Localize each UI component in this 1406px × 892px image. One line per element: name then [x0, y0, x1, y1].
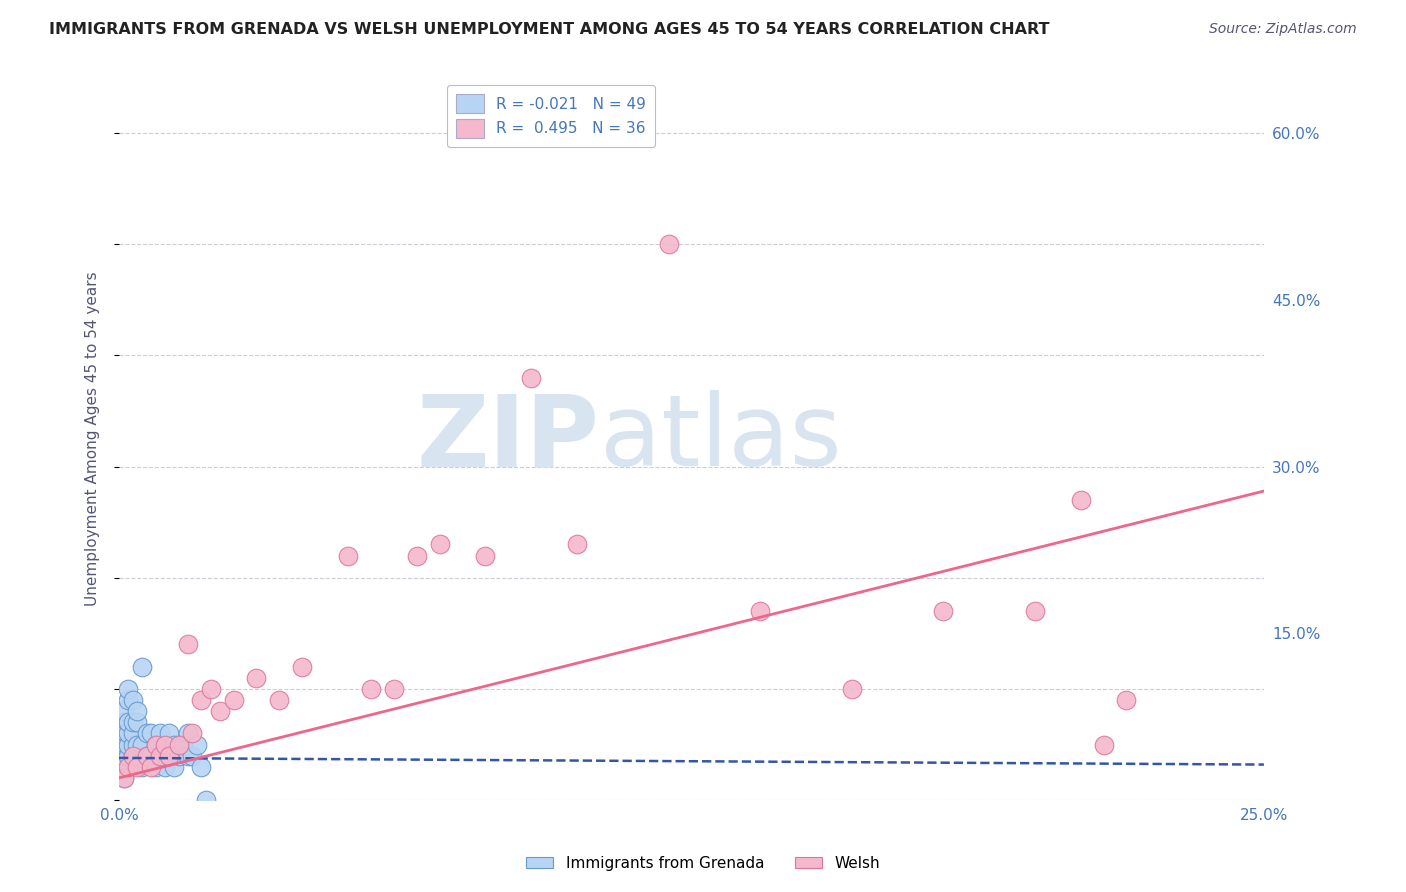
Point	[127, 704, 149, 718]
Point	[153, 738, 176, 752]
Point	[153, 760, 176, 774]
Point	[1024, 604, 1046, 618]
Point	[117, 681, 139, 696]
Legend: Immigrants from Grenada, Welsh: Immigrants from Grenada, Welsh	[520, 850, 886, 877]
Point	[337, 549, 360, 563]
Point	[208, 704, 231, 718]
Point	[195, 793, 218, 807]
Point	[382, 681, 405, 696]
Point	[135, 726, 157, 740]
Point	[167, 748, 190, 763]
Point	[153, 738, 176, 752]
Point	[135, 748, 157, 763]
Point	[245, 671, 267, 685]
Point	[172, 738, 194, 752]
Point	[200, 681, 222, 696]
Point	[127, 760, 149, 774]
Point	[112, 738, 135, 752]
Point	[112, 726, 135, 740]
Point	[139, 760, 162, 774]
Point	[112, 748, 135, 763]
Point	[127, 715, 149, 730]
Point	[360, 681, 382, 696]
Point	[157, 748, 180, 763]
Point	[121, 715, 143, 730]
Point	[115, 726, 138, 740]
Point	[139, 726, 162, 740]
Point	[145, 760, 167, 774]
Point	[405, 549, 427, 563]
Point	[117, 760, 139, 774]
Point	[932, 604, 955, 618]
Text: IMMIGRANTS FROM GRENADA VS WELSH UNEMPLOYMENT AMONG AGES 45 TO 54 YEARS CORRELAT: IMMIGRANTS FROM GRENADA VS WELSH UNEMPLO…	[49, 22, 1050, 37]
Point	[474, 549, 496, 563]
Point	[110, 760, 132, 774]
Point	[131, 738, 153, 752]
Point	[121, 738, 143, 752]
Point	[145, 738, 167, 752]
Point	[112, 771, 135, 785]
Point	[121, 748, 143, 763]
Point	[135, 748, 157, 763]
Point	[177, 748, 200, 763]
Point	[177, 638, 200, 652]
Point	[145, 738, 167, 752]
Point	[658, 237, 681, 252]
Point	[181, 748, 204, 763]
Point	[190, 760, 212, 774]
Text: atlas: atlas	[600, 391, 842, 487]
Point	[149, 726, 172, 740]
Point	[127, 748, 149, 763]
Point	[177, 726, 200, 740]
Point	[1092, 738, 1115, 752]
Point	[131, 659, 153, 673]
Text: Source: ZipAtlas.com: Source: ZipAtlas.com	[1209, 22, 1357, 37]
Point	[115, 738, 138, 752]
Point	[520, 370, 543, 384]
Y-axis label: Unemployment Among Ages 45 to 54 years: Unemployment Among Ages 45 to 54 years	[86, 271, 100, 606]
Point	[117, 715, 139, 730]
Point	[112, 704, 135, 718]
Point	[131, 760, 153, 774]
Point	[565, 537, 588, 551]
Point	[222, 693, 245, 707]
Point	[186, 738, 208, 752]
Point	[157, 748, 180, 763]
Point	[429, 537, 451, 551]
Point	[117, 738, 139, 752]
Point	[117, 726, 139, 740]
Point	[149, 748, 172, 763]
Point	[121, 726, 143, 740]
Point	[149, 748, 172, 763]
Point	[167, 738, 190, 752]
Point	[163, 738, 186, 752]
Point	[121, 693, 143, 707]
Point	[181, 726, 204, 740]
Point	[112, 771, 135, 785]
Point	[841, 681, 863, 696]
Point	[749, 604, 772, 618]
Point	[1070, 492, 1092, 507]
Text: ZIP: ZIP	[418, 391, 600, 487]
Legend: R = -0.021   N = 49, R =  0.495   N = 36: R = -0.021 N = 49, R = 0.495 N = 36	[447, 85, 655, 147]
Point	[1115, 693, 1137, 707]
Point	[117, 693, 139, 707]
Point	[121, 748, 143, 763]
Point	[291, 659, 314, 673]
Point	[190, 693, 212, 707]
Point	[127, 738, 149, 752]
Point	[157, 726, 180, 740]
Point	[269, 693, 291, 707]
Point	[117, 748, 139, 763]
Point	[163, 760, 186, 774]
Point	[139, 748, 162, 763]
Point	[112, 715, 135, 730]
